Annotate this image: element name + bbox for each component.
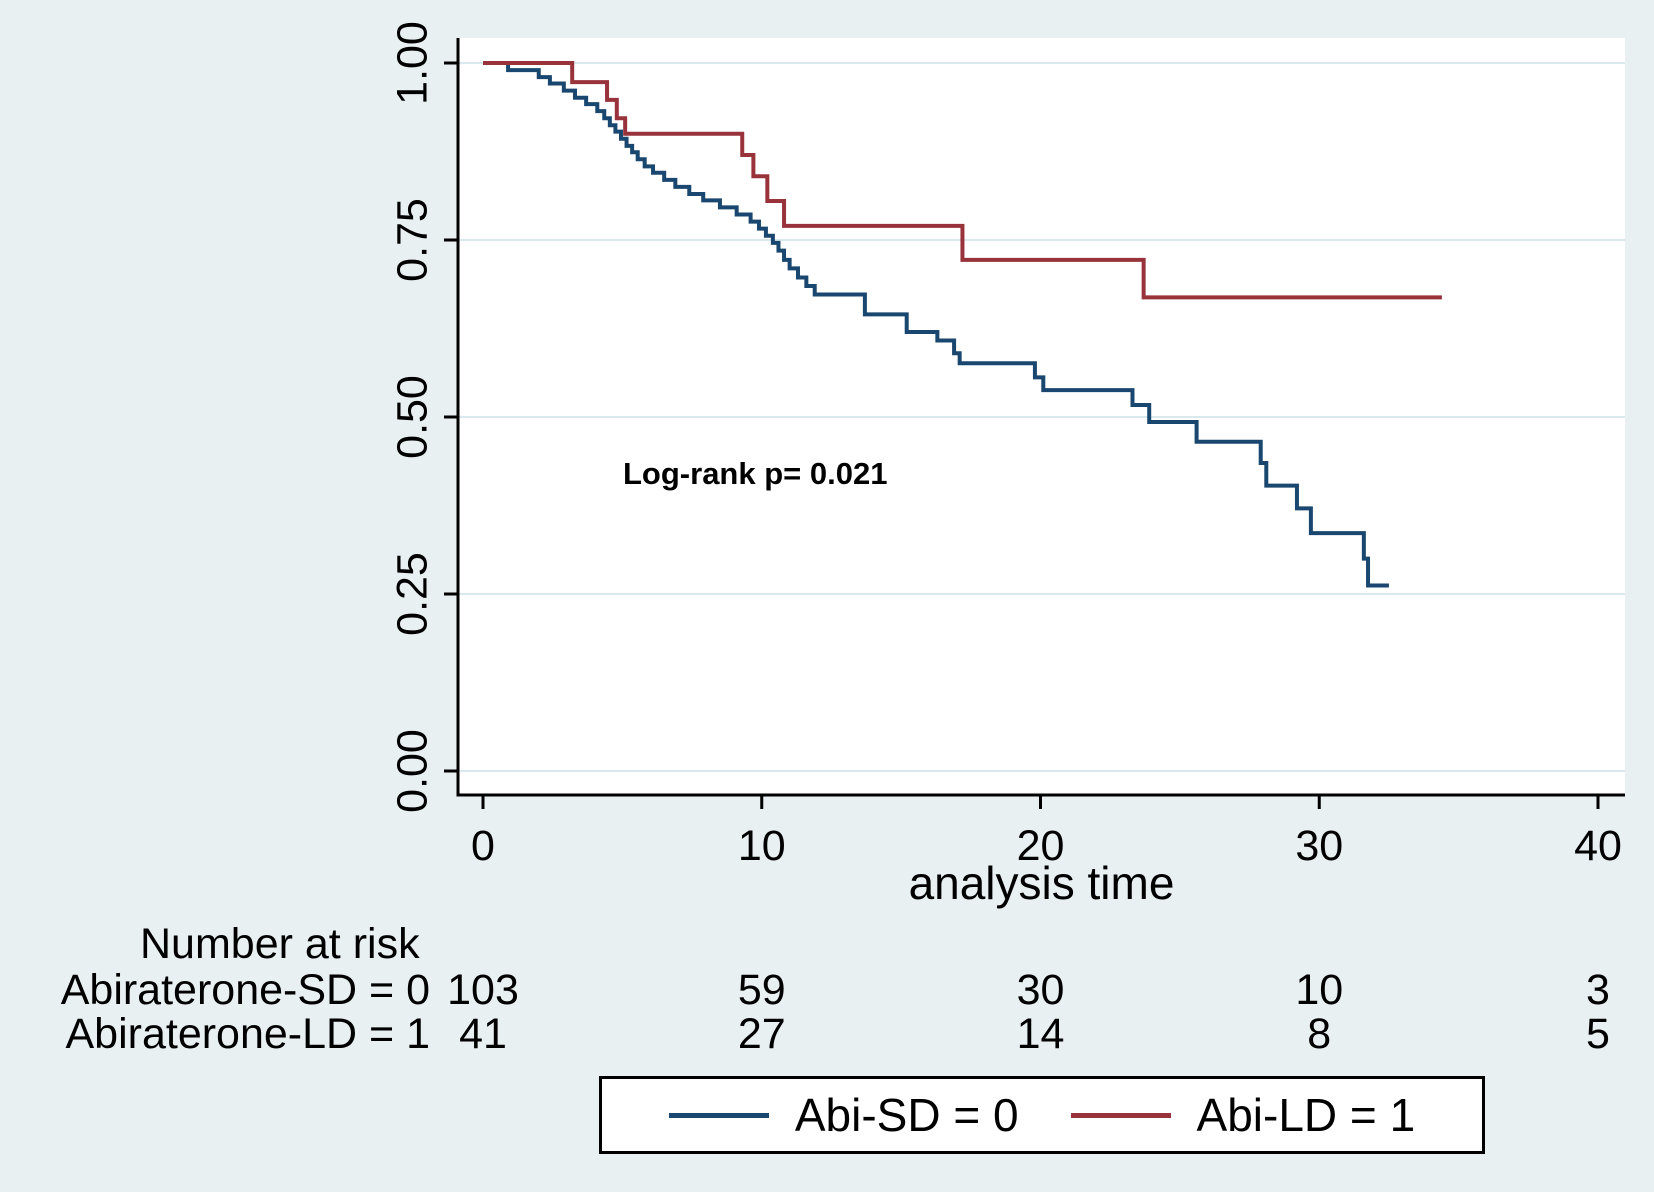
at-risk-count: 41 <box>459 1010 507 1058</box>
km-curves <box>483 61 1442 588</box>
x-tick-label: 40 <box>1574 822 1622 870</box>
legend-line-sample-abi-sd <box>668 1112 769 1118</box>
legend-item-abi-ld: Abi-LD = 1 <box>1070 1088 1416 1142</box>
at-risk-count: 3 <box>1586 966 1610 1014</box>
km-curve-abi-sd <box>483 61 1389 588</box>
y-tick-label: 0.75 <box>388 198 437 282</box>
axes <box>444 38 1625 809</box>
y-tick-label: 1.00 <box>388 21 437 105</box>
km-curve-abi-ld <box>483 61 1442 300</box>
at-risk-count: 5 <box>1586 1010 1610 1058</box>
x-tick-label: 0 <box>471 822 495 870</box>
legend-label-abi-sd: Abi-SD = 0 <box>794 1089 1019 1141</box>
legend-label-abi-ld: Abi-LD = 1 <box>1196 1089 1416 1141</box>
logrank-annotation: Log-rank p= 0.021 <box>623 456 888 491</box>
x-tick-label: 10 <box>737 822 786 870</box>
x-tick-label: 30 <box>1295 822 1344 870</box>
gridlines <box>458 62 1625 772</box>
at-risk-row-label: Abiraterone-SD = 0 <box>60 966 430 1014</box>
y-tick-label: 0.25 <box>388 552 437 636</box>
x-tick-label: 20 <box>1016 822 1065 870</box>
at-risk-count: 27 <box>737 1010 786 1058</box>
at-risk-count: 8 <box>1307 1010 1332 1058</box>
x-axis-label: analysis time <box>908 857 1175 909</box>
at-risk-count: 14 <box>1016 1010 1065 1058</box>
y-tick-label: 0.00 <box>388 729 437 813</box>
at-risk-count: 10 <box>1295 966 1344 1014</box>
at-risk-count: 59 <box>737 966 786 1014</box>
number-at-risk-title: Number at risk <box>140 920 420 968</box>
legend-item-abi-sd: Abi-SD = 0 <box>668 1088 1019 1142</box>
at-risk-count: 30 <box>1016 966 1065 1014</box>
at-risk-row-label: Abiraterone-LD = 1 <box>65 1010 430 1058</box>
legend-line-sample-abi-ld <box>1070 1112 1171 1118</box>
at-risk-count: 103 <box>447 966 519 1014</box>
y-tick-label: 0.50 <box>388 375 437 459</box>
legend: Abi-SD = 0 Abi-LD = 1 <box>599 1076 1485 1154</box>
